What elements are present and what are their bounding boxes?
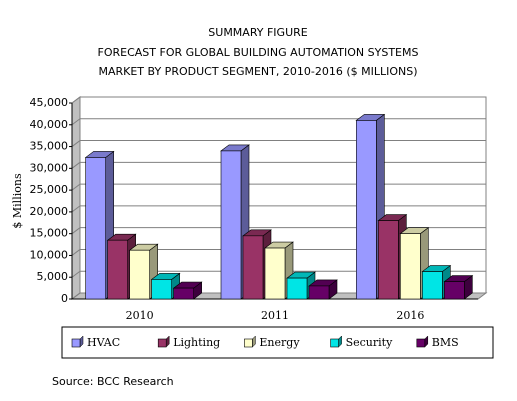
bar	[242, 235, 264, 300]
bar	[422, 271, 443, 300]
bar	[151, 279, 172, 300]
chart-title: FORECAST FOR GLOBAL BUILDING AUTOMATION …	[98, 46, 419, 59]
y-tick-label: 45,000	[30, 96, 69, 109]
grid-line	[71, 96, 81, 104]
chart-title: MARKET BY PRODUCT SEGMENT, 2010-2016 ($ …	[98, 65, 417, 78]
bar	[308, 285, 330, 300]
bar	[129, 249, 150, 300]
grid-line	[71, 227, 81, 235]
chart-title: SUMMARY FIGURE	[208, 26, 307, 39]
y-tick-label: 30,000	[30, 161, 69, 174]
legend-label: BMS	[432, 336, 459, 349]
grid-line	[71, 183, 81, 191]
y-tick-label: 35,000	[30, 140, 69, 153]
bar	[264, 247, 286, 300]
legend-swatch	[71, 338, 81, 348]
grid-line	[71, 161, 81, 169]
source: Source: BCC Research	[52, 375, 174, 388]
grid-line	[71, 249, 81, 256]
x-tick-label: 2016	[396, 309, 424, 322]
bar	[444, 281, 465, 300]
grid-line	[71, 292, 81, 300]
bar	[286, 277, 308, 300]
legend-label: Energy	[259, 336, 300, 349]
bar	[378, 220, 399, 300]
y-tick-label: 40,000	[30, 118, 69, 131]
y-tick-label: 10,000	[30, 248, 69, 261]
bar	[107, 239, 128, 300]
y-tick-label: 15,000	[30, 227, 69, 240]
y-tick-label: 0	[61, 292, 68, 305]
side-wall	[71, 96, 81, 300]
y-tick-label: 5,000	[37, 270, 69, 283]
legend-swatch	[416, 338, 426, 348]
legend-label: HVAC	[87, 336, 120, 349]
bar	[220, 150, 242, 300]
bar	[85, 157, 106, 300]
grid-line	[71, 270, 81, 278]
bar	[173, 287, 194, 300]
legend-swatch	[244, 338, 253, 348]
grid-line	[71, 118, 81, 126]
legend-swatch	[330, 338, 339, 348]
x-tick-label: 2010	[126, 309, 154, 322]
y-tick-label: 20,000	[30, 205, 69, 218]
grid-line	[71, 205, 81, 213]
y-axis-label: $ Millions	[11, 173, 24, 229]
x-tick-label: 2011	[261, 309, 289, 322]
legend-swatch	[157, 338, 167, 348]
bar	[356, 120, 377, 300]
bar	[400, 233, 421, 300]
legend-label: Lighting	[173, 336, 220, 349]
y-tick-label: 25,000	[30, 183, 69, 196]
legend-label: Security	[346, 336, 393, 349]
grid-line	[71, 140, 81, 147]
